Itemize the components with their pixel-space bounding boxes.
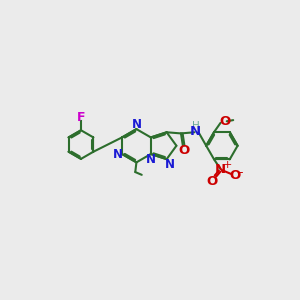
Text: O: O [178, 144, 189, 157]
Text: +: + [222, 160, 232, 170]
Text: N: N [215, 163, 226, 176]
Text: O: O [229, 169, 241, 182]
Text: -: - [238, 166, 242, 178]
Text: N: N [190, 125, 201, 138]
Text: N: N [131, 118, 141, 130]
Text: N: N [113, 148, 123, 160]
Text: N: N [164, 158, 174, 171]
Text: O: O [206, 175, 218, 188]
Text: N: N [146, 153, 156, 166]
Text: H: H [192, 122, 200, 131]
Text: F: F [77, 111, 85, 124]
Text: O: O [219, 115, 230, 128]
